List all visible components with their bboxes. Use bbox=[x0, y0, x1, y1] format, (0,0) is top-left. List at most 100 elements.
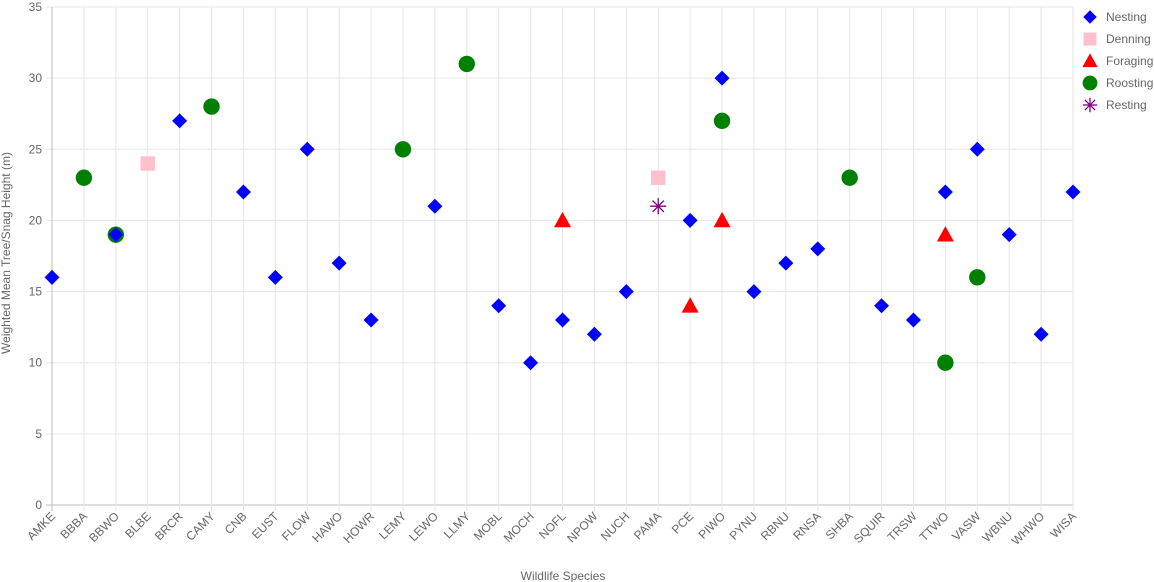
x-tick-label: HAWO bbox=[309, 509, 345, 545]
x-tick-label: PIWO bbox=[696, 509, 729, 542]
legend-item-roosting[interactable]: Roosting bbox=[1082, 75, 1154, 91]
y-tick-labels: 0 5 10 15 20 25 30 35 bbox=[29, 0, 43, 512]
x-tick-label: WHWO bbox=[1009, 509, 1048, 548]
legend-item-resting[interactable]: Resting bbox=[1082, 97, 1147, 113]
nesting-point bbox=[778, 255, 794, 271]
y-tick-label: 10 bbox=[29, 356, 43, 370]
x-tick-label: TRSW bbox=[885, 509, 920, 544]
foraging-point bbox=[936, 226, 954, 242]
x-tick-label: MOCH bbox=[501, 509, 537, 545]
resting-point bbox=[650, 198, 667, 215]
roosting-point bbox=[394, 141, 412, 158]
x-tick-label: VASW bbox=[949, 509, 984, 544]
nesting-point bbox=[586, 326, 602, 342]
nesting-point bbox=[682, 212, 698, 228]
roosting-point bbox=[841, 169, 858, 186]
x-tick-label: FLOW bbox=[279, 509, 314, 544]
x-tick-label: CAMY bbox=[183, 509, 217, 543]
legend-marker-nesting bbox=[1083, 10, 1097, 24]
legend[interactable]: Nesting Denning Foraging Roosting Resting bbox=[1082, 10, 1154, 113]
x-tick-label: BBBA bbox=[57, 509, 90, 542]
x-tick-label: BLBE bbox=[122, 509, 154, 541]
y-tick-label: 20 bbox=[29, 213, 43, 227]
x-tick-label: HOWR bbox=[340, 509, 377, 546]
nesting-point bbox=[1065, 184, 1081, 200]
x-axis-title: Wildlife Species bbox=[521, 569, 606, 582]
nesting-point bbox=[235, 184, 251, 200]
legend-item-denning[interactable]: Denning bbox=[1083, 32, 1151, 46]
x-tick-label: PCE bbox=[669, 509, 696, 536]
nesting-point bbox=[810, 241, 826, 257]
nesting-point bbox=[427, 198, 443, 214]
x-tick-label: LLMY bbox=[441, 509, 473, 541]
y-tick-label: 35 bbox=[29, 0, 43, 14]
x-tick-label: NUCH bbox=[598, 509, 632, 543]
x-tick-label: WISA bbox=[1048, 509, 1080, 541]
y-axis-title: Weighted Mean Tree/Snag Height (m) bbox=[0, 152, 13, 354]
nesting-point bbox=[267, 269, 283, 285]
legend-label: Nesting bbox=[1106, 10, 1147, 24]
nesting-point bbox=[172, 113, 188, 129]
y-tick-label: 25 bbox=[29, 142, 43, 156]
legend-marker-denning bbox=[1083, 32, 1097, 46]
x-tick-label: PYNU bbox=[727, 509, 760, 542]
x-tick-label: MOBL bbox=[471, 509, 505, 543]
legend-label: Resting bbox=[1106, 98, 1147, 112]
x-tick-label: EUST bbox=[249, 509, 282, 542]
x-tick-label: BRCR bbox=[152, 509, 186, 543]
x-tick-label: CNB bbox=[222, 509, 250, 537]
grid-lines bbox=[46, 6, 1074, 511]
y-tick-label: 5 bbox=[35, 427, 42, 441]
roosting-point bbox=[713, 112, 731, 130]
roosting-point bbox=[937, 354, 954, 371]
y-tick-label: 0 bbox=[35, 498, 42, 512]
nesting-point bbox=[108, 227, 124, 243]
legend-marker-foraging bbox=[1082, 53, 1098, 68]
legend-label: Foraging bbox=[1106, 54, 1153, 68]
nesting-point bbox=[363, 312, 379, 328]
legend-marker-resting bbox=[1082, 97, 1098, 113]
x-tick-label: NPOW bbox=[564, 509, 601, 546]
x-tick-label: TTWO bbox=[917, 509, 952, 544]
nesting-point bbox=[299, 141, 315, 157]
legend-label: Denning bbox=[1106, 32, 1151, 46]
foraging-point bbox=[554, 211, 571, 228]
x-tick-label: BBWO bbox=[86, 509, 122, 545]
y-tick-label: 30 bbox=[29, 71, 43, 85]
data-points bbox=[44, 55, 1081, 371]
nesting-point bbox=[555, 312, 570, 328]
x-tick-label: LEMY bbox=[376, 509, 409, 542]
roosting-point bbox=[969, 269, 986, 286]
roosting-point bbox=[458, 55, 475, 73]
legend-item-foraging[interactable]: Foraging bbox=[1082, 53, 1153, 68]
nesting-point bbox=[491, 298, 507, 314]
nesting-point bbox=[937, 184, 953, 200]
nesting-point bbox=[618, 284, 634, 300]
nesting-point bbox=[331, 255, 347, 271]
legend-marker-roosting bbox=[1082, 75, 1098, 91]
x-tick-label: RBNU bbox=[758, 509, 792, 543]
nesting-point bbox=[44, 269, 60, 285]
nesting-point bbox=[1001, 227, 1017, 243]
x-tick-label: NOFL bbox=[536, 509, 569, 542]
nesting-point bbox=[714, 70, 730, 86]
nesting-point bbox=[1033, 326, 1049, 342]
foraging-point bbox=[681, 297, 699, 313]
nesting-point bbox=[523, 355, 539, 371]
x-tick-label: LEWO bbox=[406, 509, 441, 544]
nesting-point bbox=[969, 141, 985, 157]
y-tick-label: 15 bbox=[29, 285, 43, 299]
nesting-point bbox=[746, 284, 762, 300]
nesting-point bbox=[905, 312, 921, 328]
legend-label: Roosting bbox=[1106, 76, 1153, 90]
roosting-point bbox=[75, 169, 93, 186]
foraging-point bbox=[713, 211, 731, 228]
legend-item-nesting[interactable]: Nesting bbox=[1083, 10, 1147, 24]
denning-point bbox=[651, 170, 666, 185]
x-tick-label: SQUIR bbox=[851, 509, 888, 546]
denning-point bbox=[140, 156, 155, 171]
nesting-point bbox=[874, 298, 890, 314]
x-tick-label: AMKE bbox=[24, 509, 58, 543]
